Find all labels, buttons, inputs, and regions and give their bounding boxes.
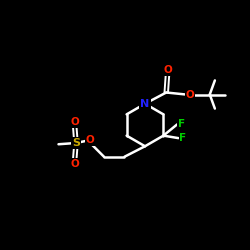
Text: F: F	[178, 120, 185, 130]
Text: O: O	[70, 159, 79, 169]
Text: O: O	[186, 90, 194, 100]
Text: O: O	[70, 117, 79, 127]
Text: F: F	[179, 133, 186, 143]
Text: N: N	[140, 99, 149, 109]
Text: S: S	[72, 138, 80, 148]
Text: O: O	[86, 135, 94, 145]
Text: O: O	[163, 65, 172, 75]
